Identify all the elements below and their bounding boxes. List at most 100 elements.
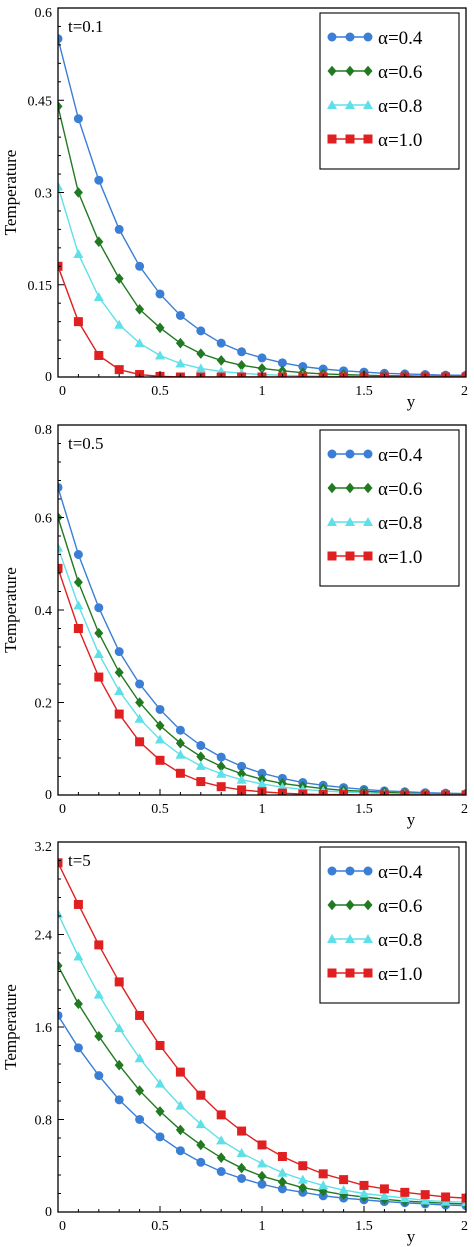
y-tick-label: 3.2: [35, 840, 53, 855]
data-point: [135, 737, 145, 747]
data-point: [135, 697, 145, 708]
data-point: [216, 1167, 226, 1177]
data-point: [73, 576, 83, 588]
legend-marker: [363, 866, 373, 876]
data-point: [237, 360, 247, 371]
data-point: [195, 363, 206, 373]
data-point: [237, 761, 247, 771]
data-point: [461, 1193, 466, 1203]
data-point: [94, 1030, 104, 1042]
data-point: [58, 482, 63, 492]
data-point: [73, 899, 83, 909]
legend-marker: [345, 551, 355, 561]
data-point: [196, 777, 206, 787]
data-point: [175, 337, 185, 349]
data-point: [196, 1090, 206, 1100]
data-point: [155, 755, 165, 765]
data-point: [318, 1180, 329, 1190]
data-point: [58, 563, 63, 573]
data-point: [58, 858, 63, 868]
legend-label: α=0.8: [378, 930, 422, 951]
legend-marker: [363, 551, 373, 561]
data-point: [114, 273, 124, 284]
legend-marker: [363, 934, 373, 943]
legend-entry-2: α=0.6: [327, 479, 422, 500]
data-point: [196, 1157, 206, 1167]
data-point: [236, 774, 247, 784]
legend-marker: [345, 866, 355, 876]
data-point: [94, 603, 104, 613]
data-point: [237, 1173, 247, 1183]
legend-marker: [327, 100, 337, 109]
data-point: [58, 542, 63, 552]
y-tick-label: 0.6: [35, 512, 53, 527]
data-point: [237, 785, 247, 795]
y-tick-label: 0.15: [28, 279, 53, 294]
legend-marker: [327, 32, 337, 42]
data-point: [297, 1174, 308, 1184]
data-point: [94, 1071, 104, 1081]
data-point: [135, 679, 145, 689]
legend-marker: [327, 551, 337, 561]
data-point: [196, 1139, 206, 1151]
legend-entry-3: α=0.8: [327, 96, 422, 117]
data-point: [175, 1100, 186, 1110]
x-tick-label: 2: [461, 1219, 468, 1234]
legend-marker: [345, 517, 355, 526]
data-point: [134, 338, 145, 348]
data-point: [114, 685, 125, 695]
data-point: [73, 998, 83, 1010]
legend-marker: [327, 934, 337, 943]
data-point: [73, 114, 83, 124]
data-point: [114, 647, 124, 657]
legend-entry-1: α=0.4: [327, 445, 423, 466]
data-point: [359, 1180, 369, 1190]
legend-marker: [345, 32, 355, 42]
data-point: [134, 1053, 145, 1063]
data-point: [298, 1182, 308, 1194]
y-tick-label: 0.4: [35, 604, 53, 619]
legend-entry-1: α=0.4: [327, 862, 423, 883]
legend-label: α=0.4: [378, 28, 423, 49]
legend-box: [319, 429, 460, 587]
data-point: [175, 1146, 185, 1156]
data-point: [298, 1161, 308, 1171]
x-tick-label: 0.5: [151, 384, 169, 399]
y-tick-label: 0: [45, 370, 52, 385]
x-tick-label: 2: [461, 802, 468, 817]
data-point: [237, 347, 247, 357]
data-point: [216, 1152, 226, 1163]
legend-entry-1: α=0.4: [327, 28, 423, 49]
data-point: [237, 768, 247, 780]
data-point: [277, 1152, 287, 1161]
data-point: [175, 725, 185, 735]
legend-marker: [327, 65, 337, 77]
legend-marker: [327, 482, 337, 494]
data-point: [94, 236, 104, 247]
time-annotation: t=0.5: [68, 434, 104, 453]
x-tick-label: 0: [59, 802, 66, 817]
data-point: [58, 34, 63, 44]
data-point: [175, 311, 185, 320]
data-point: [236, 1148, 247, 1158]
legend-marker: [345, 899, 355, 911]
data-point: [216, 752, 226, 762]
data-point: [155, 720, 165, 731]
data-point: [73, 249, 84, 258]
legend-marker: [363, 899, 373, 911]
data-point: [461, 790, 466, 795]
legend-box: [319, 12, 460, 170]
chart-panel-3: 0 0.5 1 1.5 2 0 0.8 1.6 2.4 3.2 y Temperature t=5 α=0…: [1, 840, 468, 1246]
series-3: [58, 181, 466, 377]
data-point: [216, 782, 226, 792]
data-point: [114, 1023, 125, 1033]
chart-panel-1: 0 0.5 1 1.5 2 0 0.15 0.3 0.45 0.6 y Temperature t=0.…: [1, 6, 468, 411]
data-point: [135, 1085, 145, 1096]
legend-label: α=0.6: [378, 62, 422, 83]
data-point: [58, 101, 63, 112]
legend-marker: [363, 449, 373, 459]
x-tick-label: 1: [259, 802, 266, 817]
data-point: [134, 713, 145, 723]
data-point: [257, 363, 267, 374]
